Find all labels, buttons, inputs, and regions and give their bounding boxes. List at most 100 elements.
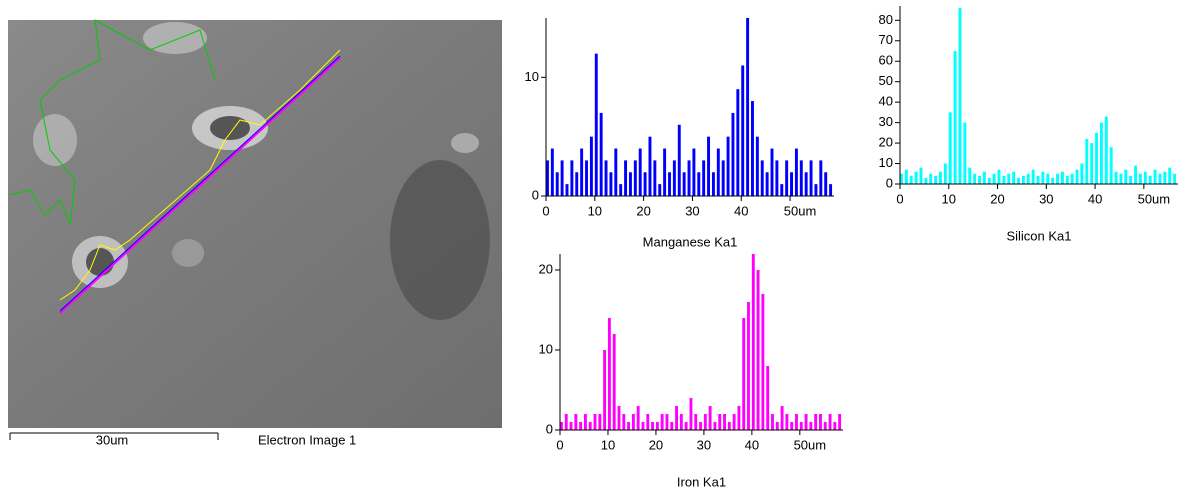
bar	[824, 172, 828, 196]
bar	[655, 422, 659, 430]
x-tick-label: 0	[556, 437, 563, 452]
bar	[1114, 171, 1118, 184]
bar	[555, 172, 559, 196]
x-tick-label: 0	[896, 191, 903, 206]
bar	[771, 414, 774, 430]
bar	[1095, 132, 1099, 184]
bar	[721, 160, 725, 196]
bar	[627, 422, 631, 430]
bar	[604, 160, 608, 196]
bar	[737, 406, 741, 430]
electron-image: 30um Electron Image 1	[8, 19, 502, 447]
y-tick-label: 50	[879, 73, 893, 88]
bar	[687, 160, 691, 196]
bar	[569, 422, 573, 430]
x-tick-label: 10	[601, 437, 615, 452]
bar	[1129, 175, 1133, 184]
bar	[1104, 116, 1108, 184]
bar	[819, 414, 822, 430]
image-caption: Electron Image 1	[258, 432, 356, 447]
bar	[1041, 171, 1045, 184]
bar	[641, 422, 645, 430]
bar	[775, 422, 779, 430]
bar	[1065, 175, 1069, 184]
bar	[636, 406, 640, 430]
bar	[904, 169, 908, 184]
bar	[780, 406, 784, 430]
bar	[718, 414, 722, 430]
bar	[679, 414, 683, 430]
bar	[708, 406, 712, 430]
bar	[924, 177, 928, 184]
bar	[692, 148, 696, 196]
bar	[583, 414, 587, 430]
scale-label: 30um	[96, 432, 129, 447]
x-tick-label: 40	[734, 203, 748, 218]
bar	[675, 406, 678, 430]
bar	[716, 148, 720, 196]
y-tick-label: 80	[879, 12, 893, 27]
bar	[1119, 173, 1123, 184]
bar	[668, 172, 671, 196]
bar	[593, 414, 597, 430]
bar	[963, 122, 967, 184]
bar	[560, 422, 563, 430]
bar	[747, 302, 750, 430]
bar	[727, 422, 731, 430]
y-tick-label: 10	[525, 69, 539, 84]
bar	[1153, 169, 1157, 184]
bar	[546, 160, 549, 196]
bar	[711, 172, 715, 196]
bar	[746, 18, 750, 196]
bar	[741, 65, 745, 196]
bar	[575, 172, 579, 196]
bar	[1090, 143, 1094, 184]
bar	[785, 414, 789, 430]
bar	[732, 414, 736, 430]
bar	[731, 112, 735, 196]
x-tick-label: 50um	[794, 437, 827, 452]
x-tick-label: 20	[649, 437, 663, 452]
bar	[713, 422, 717, 430]
bar	[560, 160, 564, 196]
bar	[760, 160, 764, 196]
bar	[1046, 173, 1050, 184]
bar	[697, 172, 701, 196]
bar	[968, 167, 972, 184]
bar	[658, 184, 662, 196]
y-tick-label: 40	[879, 94, 893, 109]
y-tick-label: 0	[546, 421, 553, 436]
bar	[617, 406, 621, 430]
bar	[580, 148, 584, 196]
x-tick-label: 10	[588, 203, 602, 218]
bar	[699, 422, 702, 430]
bar	[809, 422, 813, 430]
bar	[785, 160, 789, 196]
bar	[588, 422, 592, 430]
bar	[672, 160, 676, 196]
bar	[1070, 173, 1074, 184]
bar	[997, 169, 1001, 184]
bar	[612, 334, 616, 430]
bar	[1173, 173, 1177, 184]
bar	[723, 414, 726, 430]
bar	[631, 414, 635, 430]
bar	[751, 101, 754, 196]
bar	[646, 414, 650, 430]
bar	[1163, 171, 1167, 184]
bar	[1002, 175, 1006, 184]
x-tick-label: 20	[636, 203, 650, 218]
bar	[939, 171, 942, 184]
bar	[929, 173, 933, 184]
x-tick-label: 50um	[1138, 191, 1171, 206]
bar	[1051, 177, 1055, 184]
bar	[790, 422, 794, 430]
bar	[589, 136, 593, 196]
bar	[638, 148, 642, 196]
bar	[799, 422, 803, 430]
bar	[660, 414, 664, 430]
y-tick-label: 0	[532, 187, 539, 202]
bar	[599, 112, 603, 196]
bar	[1158, 173, 1162, 184]
bar	[909, 175, 913, 184]
